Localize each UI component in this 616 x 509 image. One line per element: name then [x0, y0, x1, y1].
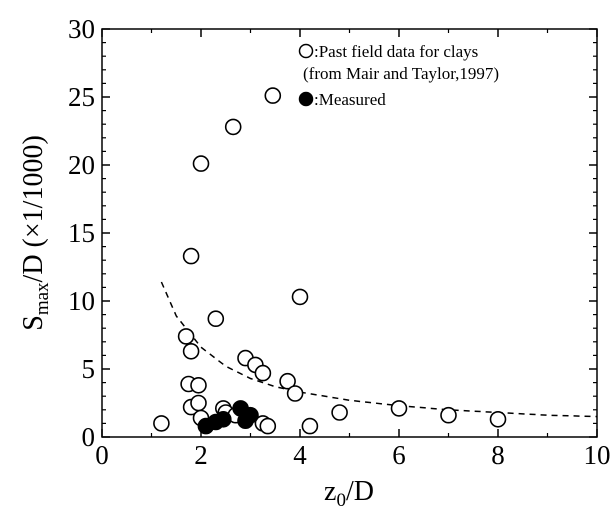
x-tick-label: 4 [293, 440, 307, 470]
past-field-data-point [153, 415, 170, 432]
y-tick-label: 10 [68, 286, 95, 316]
past-field-data-point [286, 385, 304, 402]
x-tick-label: 0 [95, 440, 109, 470]
past-field-data-point [331, 404, 348, 421]
measured-point [242, 406, 259, 424]
x-tick-label: 8 [491, 440, 505, 470]
past-field-data-point [182, 342, 200, 360]
past-field-data-point [192, 155, 210, 172]
x-tick-labels: 0 2 4 6 8 10 [95, 440, 610, 470]
past-field-data-point [207, 310, 225, 328]
past-field-data-point [182, 247, 200, 265]
past-field-data-point [279, 372, 296, 390]
y-tick-label: 5 [82, 354, 96, 384]
legend-label-past-data-line1: :Past field data for clays [314, 42, 478, 61]
y-axis-label: Smax/D (×1/1000) [18, 135, 53, 331]
data-markers [153, 87, 507, 435]
past-field-data-point [489, 410, 507, 428]
past-field-data-point [177, 328, 195, 345]
past-field-data-point [264, 87, 282, 104]
past-field-data-point [301, 417, 319, 435]
x-tick-label: 6 [392, 440, 406, 470]
x-tick-label: 10 [584, 440, 611, 470]
y-tick-labels: 0 5 10 15 20 25 30 [68, 14, 95, 452]
x-tick-label: 2 [194, 440, 208, 470]
legend-label-measured: :Measured [314, 90, 386, 109]
axis-ticks [101, 28, 598, 438]
past-field-data-point [291, 288, 309, 306]
past-field-data-point [190, 394, 207, 412]
past-field-data-point [190, 376, 207, 394]
past-field-data-point [440, 406, 457, 424]
y-tick-label: 15 [68, 218, 95, 248]
y-tick-label: 30 [68, 14, 95, 44]
past-field-data-point [259, 417, 277, 435]
past-field-data-point [224, 118, 242, 136]
legend: :Past field data for clays (from Mair an… [298, 42, 499, 109]
fitted-trend-curve [160, 281, 598, 418]
legend-open-circle-marker [298, 43, 314, 59]
y-tick-label: 20 [68, 150, 95, 180]
legend-filled-circle-marker [298, 91, 314, 107]
y-tick-label: 0 [82, 422, 96, 452]
past-field-data-point [254, 364, 272, 382]
legend-label-past-data-line2: (from Mair and Taylor,1997) [303, 64, 499, 83]
measured-point [215, 410, 232, 428]
y-tick-label: 25 [68, 82, 95, 112]
past-field-data-point [390, 400, 408, 417]
x-axis-label: z0/D [324, 476, 374, 509]
